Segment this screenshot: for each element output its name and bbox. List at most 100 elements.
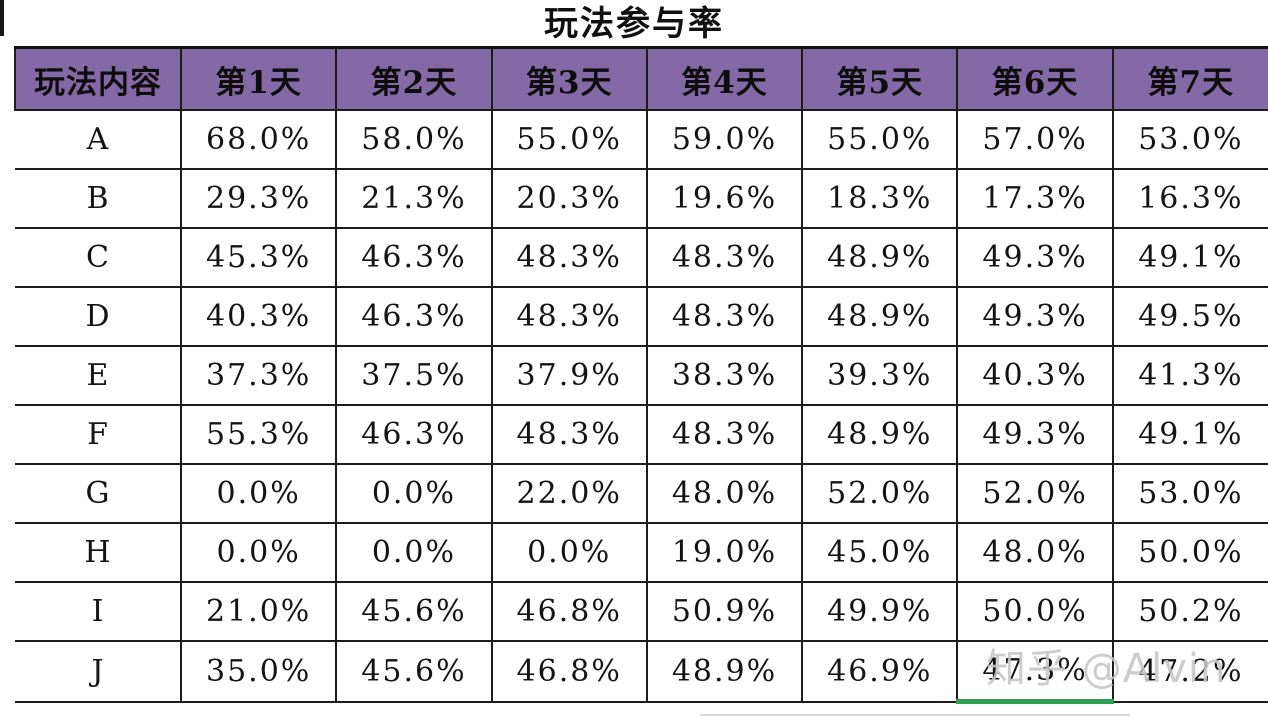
value-cell[interactable]: 20.3% (490, 168, 648, 229)
value-cell[interactable]: 46.9% (801, 640, 959, 703)
value-cell[interactable]: 50.9% (645, 581, 804, 642)
value-cell[interactable]: 49.5% (1111, 286, 1268, 347)
value-cell[interactable]: 46.3% (335, 227, 493, 288)
value-cell[interactable]: 19.6% (645, 168, 804, 229)
value-cell[interactable]: 19.0% (645, 522, 804, 583)
value-cell[interactable]: 37.5% (335, 345, 493, 406)
value-cell[interactable]: 48.3% (645, 286, 804, 347)
value-cell[interactable]: 38.3% (645, 345, 804, 406)
value-cell[interactable]: 40.3% (956, 345, 1114, 406)
value-cell[interactable]: 16.3% (1111, 168, 1268, 229)
screen-left-edge-line (0, 0, 4, 36)
value-cell[interactable]: 48.9% (801, 286, 959, 347)
column-header-day3[interactable]: 第3天 (490, 46, 648, 111)
column-header-day1[interactable]: 第1天 (179, 46, 338, 111)
value-cell[interactable]: 49.1% (1111, 227, 1268, 288)
value-cell[interactable]: 48.3% (645, 404, 804, 465)
column-header-day5[interactable]: 第5天 (801, 46, 959, 111)
value-cell[interactable]: 21.0% (179, 581, 338, 642)
row-label-cell[interactable]: C (15, 227, 182, 288)
value-cell[interactable]: 52.0% (956, 463, 1114, 524)
value-cell[interactable]: 50.2% (1111, 581, 1268, 642)
value-cell[interactable]: 29.3% (179, 168, 338, 229)
value-cell[interactable]: 48.0% (956, 522, 1114, 583)
value-cell[interactable]: 52.0% (801, 463, 959, 524)
value-cell[interactable]: 0.0% (335, 522, 493, 583)
column-header-day6[interactable]: 第6天 (956, 46, 1114, 111)
value-cell[interactable]: 0.0% (179, 522, 338, 583)
row-label-cell[interactable]: G (15, 463, 182, 524)
value-cell[interactable]: 53.0% (1111, 463, 1268, 524)
row-label-cell[interactable]: A (15, 109, 182, 170)
value-cell[interactable]: 48.0% (645, 463, 804, 524)
row-label-cell[interactable]: J (15, 640, 182, 703)
table-header: 玩法内容 第1天 第2天 第3天 第4天 第5天 第6天 第7天 (14, 46, 1268, 111)
value-cell[interactable]: 46.3% (335, 404, 493, 465)
value-cell[interactable]: 45.6% (335, 640, 493, 703)
column-header-day4[interactable]: 第4天 (645, 46, 804, 111)
value-cell[interactable]: 58.0% (335, 109, 493, 170)
value-cell[interactable]: 0.0% (179, 463, 338, 524)
value-cell[interactable]: 49.1% (1111, 404, 1268, 465)
value-cell[interactable]: 47.2% (1111, 640, 1268, 703)
column-header-content[interactable]: 玩法内容 (14, 46, 182, 111)
value-cell[interactable]: 37.3% (179, 345, 338, 406)
row-label-cell[interactable]: H (15, 522, 182, 583)
value-cell[interactable]: 50.0% (956, 581, 1114, 642)
value-cell[interactable]: 48.3% (490, 227, 648, 288)
value-cell[interactable]: 49.3% (956, 404, 1114, 465)
column-header-day2[interactable]: 第2天 (335, 46, 493, 111)
table-row: D 40.3% 46.3% 48.3% 48.3% 48.9% 49.3% 49.5% (15, 286, 1268, 347)
value-cell[interactable]: 22.0% (490, 463, 648, 524)
value-cell[interactable]: 55.3% (179, 404, 338, 465)
value-cell[interactable]: 46.8% (490, 640, 648, 703)
value-cell[interactable]: 49.9% (801, 581, 959, 642)
value-cell[interactable]: 48.3% (645, 227, 804, 288)
value-cell[interactable]: 48.3% (490, 286, 648, 347)
value-cell[interactable]: 45.0% (801, 522, 959, 583)
row-label-cell[interactable]: B (15, 168, 182, 229)
value-cell[interactable]: 48.9% (645, 640, 804, 703)
value-cell[interactable]: 40.3% (179, 286, 338, 347)
row-label-cell[interactable]: E (15, 345, 182, 406)
table-row: F 55.3% 46.3% 48.3% 48.3% 48.9% 49.3% 49.1% (15, 404, 1268, 465)
value-cell[interactable]: 39.3% (801, 345, 959, 406)
value-cell[interactable]: 35.0% (179, 640, 338, 703)
value-cell[interactable]: 48.9% (801, 404, 959, 465)
value-cell[interactable]: 0.0% (335, 463, 493, 524)
table-row: I 21.0% 45.6% 46.8% 50.9% 49.9% 50.0% 50.2% (15, 581, 1268, 642)
value-cell[interactable]: 53.0% (1111, 109, 1268, 170)
bottom-faint-line (700, 714, 1130, 716)
page-title: 玩法参与率 (544, 4, 724, 44)
table-row: E 37.3% 37.5% 37.9% 38.3% 39.3% 40.3% 41.3% (15, 345, 1268, 406)
table-body: A 68.0% 58.0% 55.0% 59.0% 55.0% 57.0% 53.0% B 29.… (15, 109, 1268, 704)
column-header-day7[interactable]: 第7天 (1111, 46, 1268, 111)
value-cell[interactable]: 45.6% (335, 581, 493, 642)
value-cell[interactable]: 37.9% (490, 345, 648, 406)
row-label-cell[interactable]: I (15, 581, 182, 642)
value-cell[interactable]: 49.3% (956, 286, 1114, 347)
value-cell[interactable]: 55.0% (490, 109, 648, 170)
participation-rate-table: 玩法内容 第1天 第2天 第3天 第4天 第5天 第6天 第7天 A 68.0% 5… (14, 46, 1268, 704)
value-cell[interactable]: 18.3% (801, 168, 959, 229)
value-cell[interactable]: 57.0% (956, 109, 1114, 170)
value-cell[interactable]: 48.3% (490, 404, 648, 465)
value-cell[interactable]: 55.0% (801, 109, 959, 170)
value-cell[interactable]: 50.0% (1111, 522, 1268, 583)
value-cell[interactable]: 21.3% (335, 168, 493, 229)
value-cell[interactable]: 47.3% (956, 640, 1114, 704)
value-cell[interactable]: 17.3% (956, 168, 1114, 229)
value-cell[interactable]: 45.3% (179, 227, 338, 288)
row-label-cell[interactable]: D (15, 286, 182, 347)
value-cell[interactable]: 59.0% (645, 109, 804, 170)
value-cell[interactable]: 41.3% (1111, 345, 1268, 406)
value-cell[interactable]: 46.8% (490, 581, 648, 642)
value-cell[interactable]: 49.3% (956, 227, 1114, 288)
table-row: C 45.3% 46.3% 48.3% 48.3% 48.9% 49.3% 49.1% (15, 227, 1268, 288)
value-cell[interactable]: 0.0% (490, 522, 648, 583)
header-row: 玩法内容 第1天 第2天 第3天 第4天 第5天 第6天 第7天 (14, 46, 1268, 111)
value-cell[interactable]: 48.9% (801, 227, 959, 288)
value-cell[interactable]: 68.0% (179, 109, 338, 170)
row-label-cell[interactable]: F (15, 404, 182, 465)
value-cell[interactable]: 46.3% (335, 286, 493, 347)
